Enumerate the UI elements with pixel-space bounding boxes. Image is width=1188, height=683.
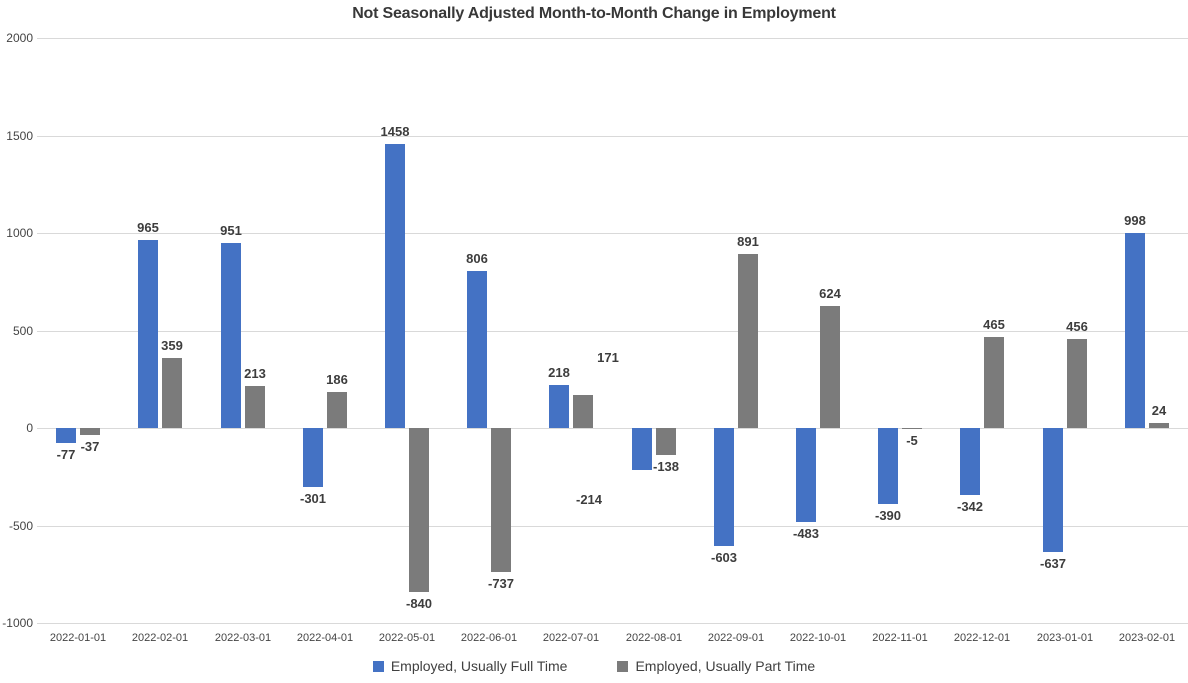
bar-full-time-2022-12-01 xyxy=(960,428,980,495)
data-label-full-time-2022-07-01: 218 xyxy=(548,365,570,380)
x-axis-label: 2022-11-01 xyxy=(872,632,928,644)
bar-part-time-2022-11-01 xyxy=(902,428,922,429)
bar-part-time-2022-02-01 xyxy=(162,358,182,428)
bar-part-time-2022-07-01 xyxy=(573,395,593,428)
x-axis-label: 2022-05-01 xyxy=(378,632,436,644)
y-axis-tick-label: 1000 xyxy=(6,226,33,240)
data-label-part-time-2022-11-01: -5 xyxy=(906,433,918,448)
legend-label: Employed, Usually Part Time xyxy=(635,658,816,674)
data-label-full-time-2022-11-01: -390 xyxy=(874,508,902,523)
data-label-full-time-2022-04-01: -301 xyxy=(299,491,327,506)
bar-part-time-2022-08-01 xyxy=(656,428,676,455)
bar-full-time-2023-02-01 xyxy=(1125,233,1145,428)
data-label-part-time-2022-04-01: 186 xyxy=(326,372,348,387)
gridline xyxy=(37,331,1188,332)
bar-full-time-2022-11-01 xyxy=(878,428,898,504)
data-label-part-time-2023-01-01: 456 xyxy=(1066,319,1088,334)
x-axis-label: 2022-04-01 xyxy=(296,632,354,644)
y-axis-tick-label: 0 xyxy=(26,421,33,435)
x-axis-label: 2022-01-01 xyxy=(49,632,107,644)
gridline xyxy=(37,136,1188,137)
x-axis-label: 2022-07-01 xyxy=(542,632,600,644)
x-axis-label: 2022-03-01 xyxy=(214,632,272,644)
bar-part-time-2022-04-01 xyxy=(327,392,347,428)
gridline xyxy=(37,233,1188,234)
gridline xyxy=(37,623,1188,624)
bar-full-time-2022-10-01 xyxy=(796,428,816,522)
data-label-part-time-2022-09-01: 891 xyxy=(737,234,759,249)
bar-full-time-2022-07-01 xyxy=(549,385,569,428)
legend-swatch-icon xyxy=(372,660,384,672)
bar-part-time-2022-03-01 xyxy=(245,386,265,428)
bar-part-time-2023-01-01 xyxy=(1067,339,1087,428)
data-label-full-time-2022-06-01: 806 xyxy=(466,251,488,266)
data-label-part-time-2023-02-01: 24 xyxy=(1151,403,1167,418)
data-label-full-time-2022-02-01: 965 xyxy=(137,220,159,235)
chart-title: Not Seasonally Adjusted Month-to-Month C… xyxy=(352,5,836,22)
bar-full-time-2022-05-01 xyxy=(385,144,405,428)
x-axis-label: 2023-01-01 xyxy=(1036,632,1094,644)
data-label-part-time-2022-10-01: 624 xyxy=(819,286,841,301)
data-label-full-time-2022-03-01: 951 xyxy=(220,223,242,238)
y-axis-tick-label: 500 xyxy=(12,324,33,338)
bar-part-time-2022-09-01 xyxy=(738,254,758,428)
data-label-full-time-2022-01-01: -77 xyxy=(56,447,76,462)
y-axis-tick-label: -500 xyxy=(8,519,33,533)
bar-full-time-2022-02-01 xyxy=(138,240,158,428)
data-label-full-time-2022-10-01: -483 xyxy=(792,526,820,541)
data-label-full-time-2022-08-01: -214 xyxy=(575,492,603,507)
x-axis-label: 2022-12-01 xyxy=(953,632,1011,644)
bar-part-time-2022-05-01 xyxy=(409,428,429,592)
bar-part-time-2023-02-01 xyxy=(1149,423,1169,428)
data-label-full-time-2023-02-01: 998 xyxy=(1124,213,1146,228)
x-axis-label: 2022-02-01 xyxy=(131,632,189,644)
bar-part-time-2022-12-01 xyxy=(984,337,1004,428)
data-label-part-time-2022-05-01: -840 xyxy=(405,596,433,611)
bar-full-time-2022-03-01 xyxy=(221,243,241,428)
data-label-full-time-2022-09-01: -603 xyxy=(710,550,738,565)
data-label-part-time-2022-06-01: -737 xyxy=(487,576,515,591)
bar-full-time-2022-09-01 xyxy=(714,428,734,546)
x-axis-label: 2022-08-01 xyxy=(625,632,683,644)
data-label-part-time-2022-03-01: 213 xyxy=(244,366,266,381)
x-axis-label: 2022-09-01 xyxy=(707,632,765,644)
data-label-part-time-2022-01-01: -37 xyxy=(80,439,100,454)
bar-part-time-2022-01-01 xyxy=(80,428,100,435)
data-label-full-time-2022-05-01: 1458 xyxy=(380,124,410,139)
legend: Employed, Usually Full Time Employed, Usu… xyxy=(0,658,1188,674)
x-axis-label: 2023-02-01 xyxy=(1118,632,1176,644)
data-label-full-time-2023-01-01: -637 xyxy=(1039,556,1067,571)
data-label-part-time-2022-07-01: 171 xyxy=(597,350,619,365)
legend-swatch-icon xyxy=(617,660,629,672)
bar-full-time-2023-01-01 xyxy=(1043,428,1063,552)
legend-item-full-time: Employed, Usually Full Time xyxy=(372,658,568,674)
y-axis-tick-label: 2000 xyxy=(6,31,33,45)
gridline xyxy=(37,38,1188,39)
data-label-part-time-2022-08-01: -138 xyxy=(652,459,680,474)
bar-part-time-2022-06-01 xyxy=(491,428,511,572)
data-label-part-time-2022-12-01: 465 xyxy=(983,317,1005,332)
legend-item-part-time: Employed, Usually Part Time xyxy=(617,658,815,674)
y-axis-tick-label: -1000 xyxy=(2,616,33,630)
legend-label: Employed, Usually Full Time xyxy=(390,658,568,674)
bar-full-time-2022-06-01 xyxy=(467,271,487,428)
data-label-full-time-2022-12-01: -342 xyxy=(956,499,984,514)
y-axis-tick-label: 1500 xyxy=(6,129,33,143)
data-label-part-time-2022-02-01: 359 xyxy=(161,338,183,353)
bar-full-time-2022-08-01 xyxy=(632,428,652,470)
bar-full-time-2022-01-01 xyxy=(56,428,76,443)
x-axis-label: 2022-10-01 xyxy=(789,632,847,644)
bar-part-time-2022-10-01 xyxy=(820,306,840,428)
gridline xyxy=(37,526,1188,527)
bar-full-time-2022-04-01 xyxy=(303,428,323,487)
x-axis-label: 2022-06-01 xyxy=(460,632,518,644)
gridline xyxy=(37,428,1188,429)
